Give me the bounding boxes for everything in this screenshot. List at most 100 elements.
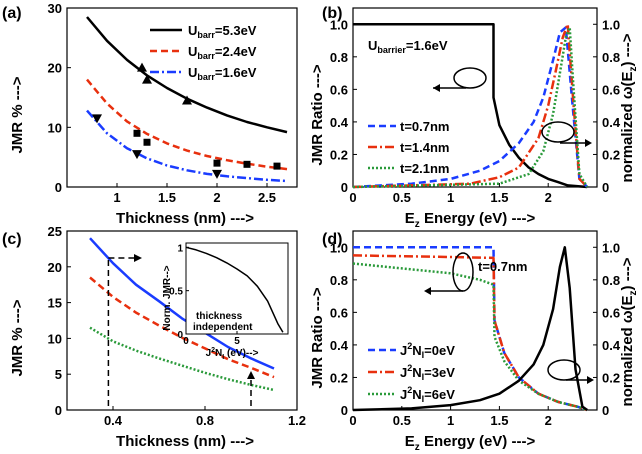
panel-label-b: (b) <box>322 5 342 22</box>
x-tick-label-b: 0 <box>349 190 356 205</box>
ylabel-left-b: JMR Ratio ---> <box>309 64 326 165</box>
curve-pointer-ellipse-right-d <box>547 359 581 381</box>
y-tick-label-b: 0.2 <box>330 147 348 162</box>
y-right-tick-label-b: 0.8 <box>602 50 620 65</box>
series-line-b <box>352 26 589 189</box>
ylabel-right-b: normalized ω(Ez) ---> <box>619 33 639 182</box>
y-tick-label-d: 0.6 <box>330 305 348 320</box>
y-right-tick-label-b: 1.0 <box>602 17 620 32</box>
legend-a: Ubarr=5.3eV Ubarr=2.4eV Ubarr=1.6eV <box>150 23 257 82</box>
arrowhead-guide-left <box>134 254 142 262</box>
xlabel-d: Ez Energy (eV) ---> <box>405 433 536 453</box>
inset-xlabel: J2NI (eV)--> <box>206 347 259 361</box>
data-marker-triangle-up <box>142 74 152 84</box>
y-tick-label-b: 1.0 <box>330 17 348 32</box>
legend-b-entry-3: t=2.1nm <box>400 161 450 176</box>
curve-pointer-ellipse-left <box>453 67 487 89</box>
data-marker-triangle-up <box>137 62 147 72</box>
x-tick-label-a: 1 <box>113 190 120 205</box>
y-tick-label-c: 15 <box>48 296 62 311</box>
xlabel-c: Thickness (nm) ---> <box>116 433 254 450</box>
y-tick-label-b: 0.4 <box>330 115 349 130</box>
y-tick-label-d: 0.8 <box>330 273 348 288</box>
y-tick-label-c: 5 <box>55 367 62 382</box>
ylabel-right-d: normalized ω(Ez) ---> <box>619 257 639 406</box>
y-right-tick-label-d: 1.0 <box>602 240 620 255</box>
arrowhead-right-d <box>587 376 594 384</box>
x-tick-label-b: 1 <box>447 190 454 205</box>
y-right-tick-label-b: 0 <box>602 180 609 195</box>
legend-a-entry-3: Ubarr=1.6eV <box>188 65 257 82</box>
y-tick-label-d: 1.0 <box>330 240 348 255</box>
legend-a-entry-2: Ubarr=2.4eV <box>188 44 257 61</box>
y-tick-label-b: 0 <box>341 180 348 195</box>
series-line-d <box>352 262 588 412</box>
arrowhead-right <box>585 139 592 147</box>
panel-label-c: (c) <box>2 231 22 248</box>
data-marker-square <box>213 159 221 167</box>
annotation-d: t=0.7nm <box>478 259 528 274</box>
data-marker-square <box>273 162 281 170</box>
y-right-tick-label-d: 0.6 <box>602 305 620 320</box>
y-right-tick-label-b: 0.2 <box>602 147 620 162</box>
x-tick-label-a: 2.5 <box>258 190 276 205</box>
y-tick-label-c: 0 <box>55 403 62 418</box>
data-marker-square <box>143 138 151 146</box>
y-tick-label-b: 0.6 <box>330 82 348 97</box>
legend-d: J2NI=0eV J2NI=3eV J2NI=6eV <box>368 341 455 404</box>
arrowhead-left-d <box>424 287 431 295</box>
y-tick-label-a: 10 <box>48 120 62 135</box>
ylabel-left-d: JMR Ratio ---> <box>309 287 326 388</box>
data-marker-triangle-down <box>212 169 222 179</box>
data-marker-square <box>243 160 251 168</box>
x-tick-label-b: 2 <box>545 190 552 205</box>
y-tick-label-d: 0 <box>341 403 348 418</box>
legend-d-entry-1: J2NI=0eV <box>400 341 455 360</box>
series-line-a <box>86 109 288 183</box>
inset-x-tick-label: 5 <box>234 336 240 347</box>
xlabel-a: Thickness (nm) ---> <box>116 210 254 227</box>
x-tick-label-d: 2 <box>545 413 552 428</box>
data-marker-triangle-down <box>132 150 142 160</box>
y-tick-label-d: 0.2 <box>330 370 348 385</box>
inset-annotation-line1: thickness <box>196 311 243 322</box>
panel-label-d: (d) <box>322 231 342 248</box>
legend-d-entry-2: J2NI=3eV <box>400 363 455 382</box>
y-tick-label-c: 20 <box>48 260 62 275</box>
y-right-tick-label-d: 0.4 <box>602 338 621 353</box>
annotation-b: Ubarrier=1.6eV <box>368 38 448 55</box>
series-line-inset <box>185 246 284 333</box>
inset-y-tick-label: 0.5 <box>169 287 183 298</box>
x-tick-label-d: 0 <box>349 413 356 428</box>
y-tick-label-d: 0.4 <box>330 338 349 353</box>
inset-annotation-line2: independent <box>193 322 253 333</box>
x-tick-label-c: 0.8 <box>196 413 214 428</box>
series-line-a <box>86 16 288 134</box>
x-tick-label-b: 1.5 <box>490 190 508 205</box>
xlabel-b: Ez Energy (eV) ---> <box>405 210 536 230</box>
series-line-d <box>352 246 588 412</box>
x-tick-label-a: 2 <box>213 190 220 205</box>
x-tick-label-d: 1.5 <box>490 413 508 428</box>
plot-frame-b <box>352 7 598 188</box>
y-right-tick-label-d: 0.2 <box>602 370 620 385</box>
x-tick-label-d: 0.5 <box>393 413 411 428</box>
arrowhead-guide-right <box>247 371 255 379</box>
data-marker-triangle-up <box>182 95 192 105</box>
data-marker-triangle-down <box>92 114 102 124</box>
curve-pointer-ellipse-right <box>541 121 575 143</box>
x-tick-label-c: 0.4 <box>104 413 123 428</box>
series-line-a <box>86 78 288 171</box>
legend-b-entry-1: t=0.7nm <box>400 119 450 134</box>
x-tick-label-c: 1.2 <box>288 413 306 428</box>
series-line-c <box>89 237 275 370</box>
x-tick-label-b: 0.5 <box>393 190 411 205</box>
panel-label-a: (a) <box>2 5 22 22</box>
inset-frame <box>185 242 289 335</box>
plot-frame-d <box>352 230 598 411</box>
y-right-tick-label-d: 0 <box>602 403 609 418</box>
y-tick-label-c: 25 <box>48 224 62 239</box>
y-right-tick-label-d: 0.8 <box>602 273 620 288</box>
plot-frame-c <box>66 230 298 411</box>
